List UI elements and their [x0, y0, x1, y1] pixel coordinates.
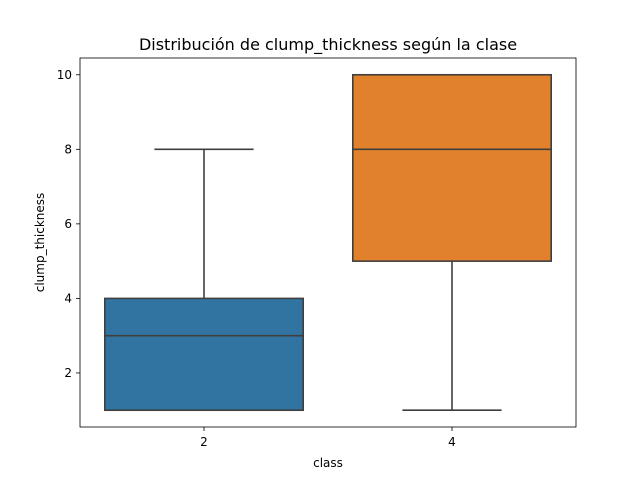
y-tick-label: 10	[57, 68, 72, 82]
y-tick-label: 4	[64, 291, 72, 305]
y-tick-label: 2	[64, 366, 72, 380]
box-2	[104, 297, 304, 412]
x-tick-label: 2	[200, 435, 208, 449]
y-axis-label: clump_thickness	[33, 193, 47, 293]
y-tick-label: 8	[64, 142, 72, 156]
x-axis-label: class	[313, 456, 343, 470]
chart-title: Distribución de clump_thickness según la…	[139, 35, 517, 55]
box-4	[351, 73, 552, 262]
plot-area: 2 4 6 8 10 2 4	[57, 68, 552, 449]
plot-frame	[79, 57, 577, 428]
y-tick-label: 6	[64, 217, 72, 231]
x-tick-label: 4	[448, 435, 456, 449]
